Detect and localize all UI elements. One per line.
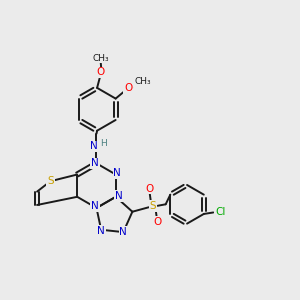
Text: CH₃: CH₃	[92, 54, 109, 63]
Text: N: N	[97, 226, 105, 236]
Text: S: S	[47, 176, 54, 186]
Text: CH₃: CH₃	[134, 77, 151, 86]
Text: N: N	[115, 191, 123, 201]
Text: H: H	[100, 139, 106, 148]
Text: N: N	[90, 141, 98, 152]
Text: Cl: Cl	[215, 207, 225, 217]
Text: N: N	[91, 158, 99, 168]
Text: N: N	[119, 227, 127, 237]
Text: O: O	[153, 217, 161, 226]
Text: N: N	[91, 202, 99, 212]
Text: O: O	[97, 68, 105, 77]
Text: N: N	[113, 168, 121, 178]
Text: S: S	[150, 201, 157, 211]
Text: O: O	[124, 83, 132, 93]
Text: O: O	[145, 184, 153, 194]
